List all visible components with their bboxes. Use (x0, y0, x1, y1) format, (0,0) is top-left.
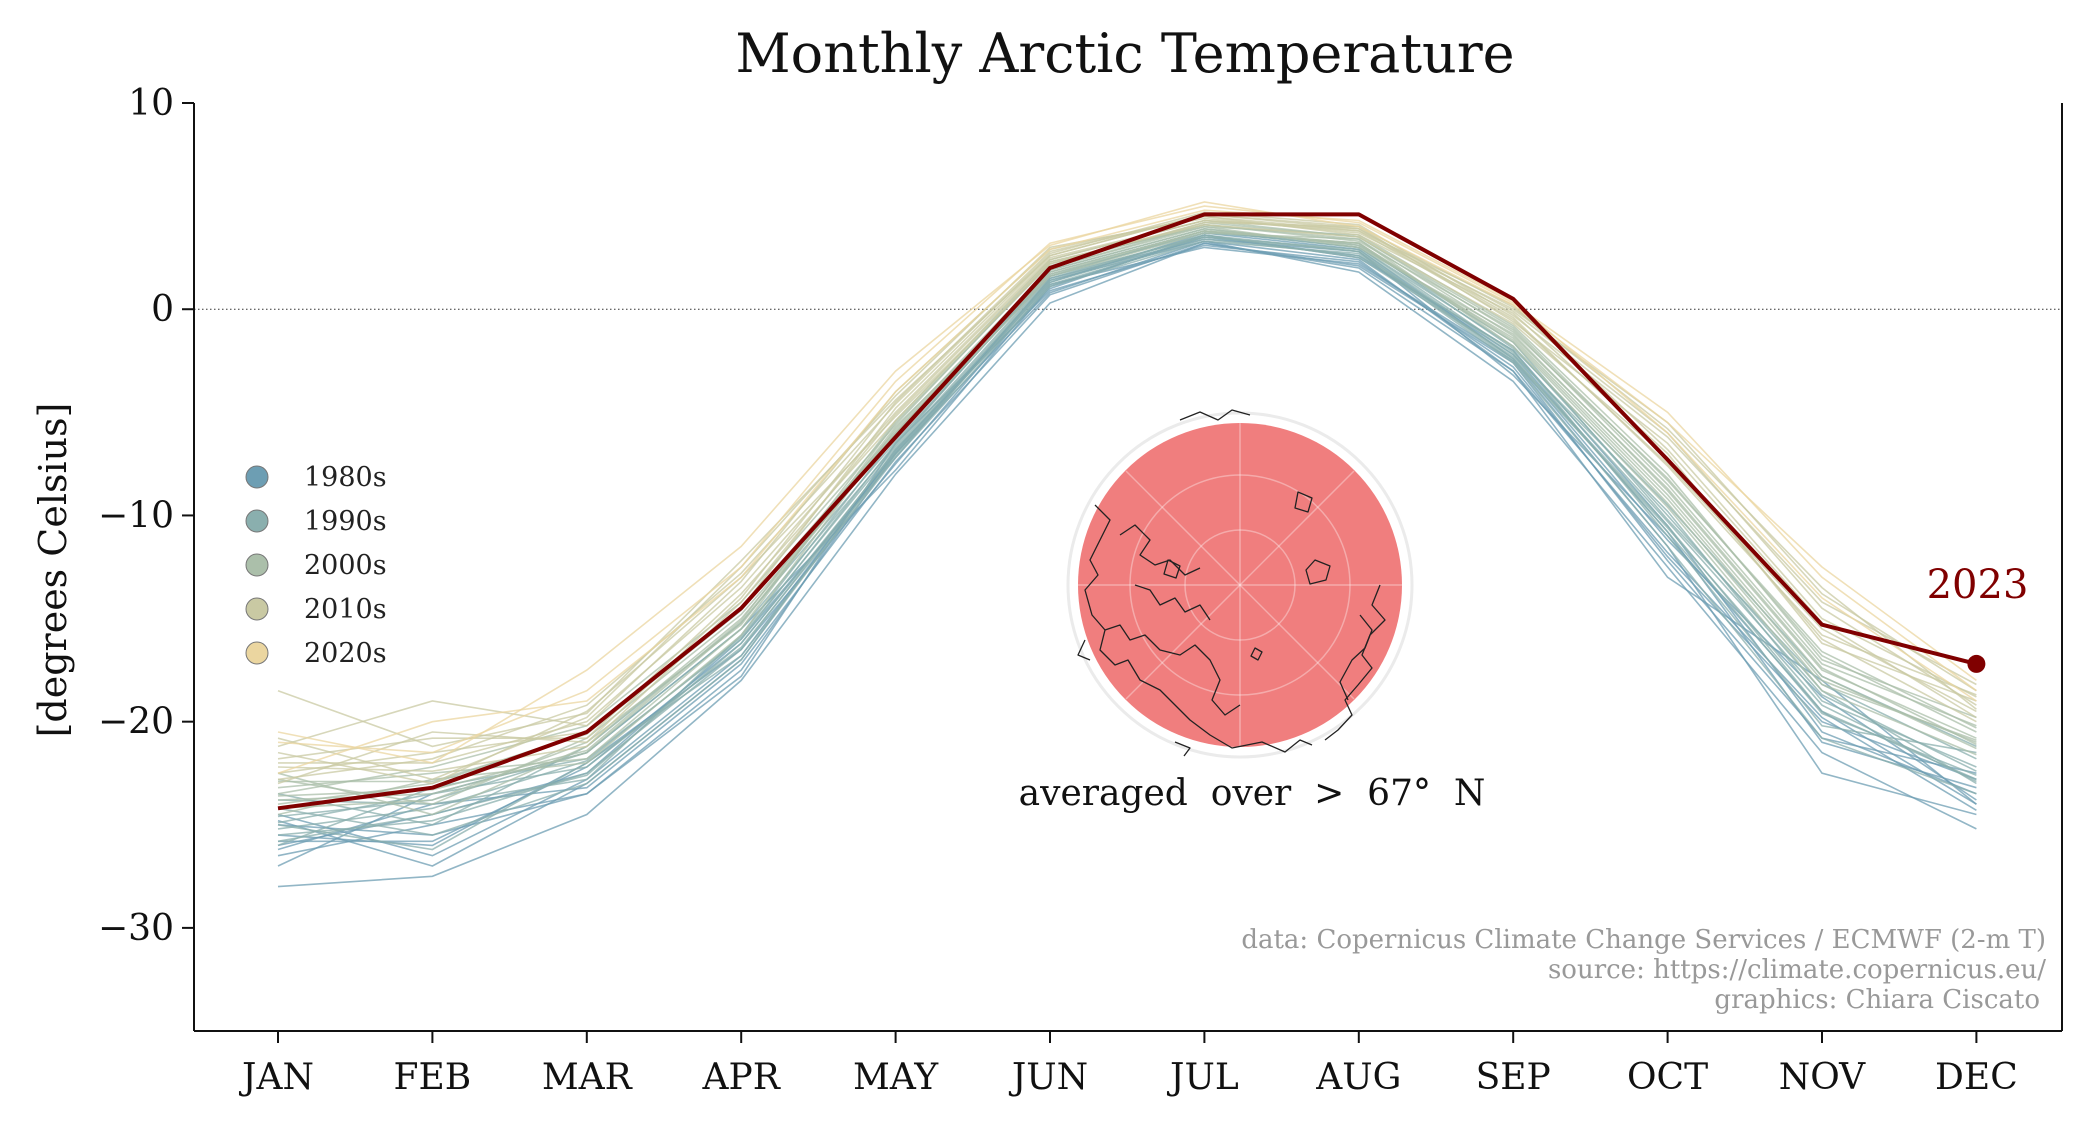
series-line-1980s-6 (277, 244, 1977, 836)
series-line-1990s-7 (277, 234, 1977, 843)
x-tick-label-jun: JUN (1008, 1057, 1088, 1098)
series-line-2000s-7 (277, 225, 1977, 795)
series-line-2010s-10 (277, 213, 1977, 748)
x-tick-label-jul: JUL (1166, 1057, 1239, 1098)
legend-label-2020s: 2020s (304, 638, 387, 669)
legend-marker-1990s (245, 509, 269, 533)
credit-graphics: graphics: Chiara Ciscato (1714, 985, 2040, 1015)
highlight-2023-layer: 2023 (277, 212, 2029, 811)
legend-marker-1980s (245, 465, 269, 489)
x-tick-label-sep: SEP (1476, 1057, 1551, 1098)
series-line-1980s-2 (277, 240, 1977, 857)
series-line-2023 (277, 212, 1977, 811)
series-line-2020s-3 (277, 201, 1977, 764)
y-tick-label: 10 (128, 83, 174, 124)
y-tick-label: −10 (98, 495, 174, 536)
end-point-2023 (1967, 654, 1986, 673)
series-label-2023: 2023 (1927, 562, 2029, 608)
x-tick-label-oct: OCT (1627, 1057, 1708, 1098)
series-line-1990s-9 (277, 236, 1977, 824)
series-line-2000s-2 (277, 225, 1977, 816)
series-line-1990s-10 (277, 230, 1977, 830)
y-tick-label: 0 (151, 289, 174, 330)
arctic-inset-map: averaged over > 67° N (1019, 409, 1486, 814)
credit-data: data: Copernicus Climate Change Services… (1241, 925, 2046, 955)
x-tick-label-mar: MAR (542, 1057, 633, 1098)
series-line-2010s-8 (277, 215, 1977, 748)
credits: data: Copernicus Climate Change Services… (1241, 925, 2046, 1015)
legend-marker-2000s (245, 553, 269, 577)
y-tick-label: −30 (98, 908, 174, 949)
inset-arctic-disc (1078, 423, 1402, 747)
series-line-2000s-1 (277, 230, 1977, 801)
legend-label-1990s: 1990s (304, 506, 387, 537)
series-line-1980s-1 (277, 242, 1977, 888)
legend-marker-2020s (245, 641, 269, 665)
legend: 1980s 1990s 2000s 2010s 2020s (245, 462, 387, 669)
x-tick-label-apr: APR (702, 1057, 781, 1098)
x-tick-label-feb: FEB (394, 1057, 472, 1098)
legend-marker-2010s (245, 597, 269, 621)
series-line-1990s-2 (277, 238, 1977, 836)
credit-source: source: https://climate.copernicus.eu/ (1548, 955, 2046, 985)
inset-graticule (1078, 423, 1402, 747)
y-axis-label: [degrees Celsius] (31, 403, 75, 738)
series-line-1990s-4 (277, 236, 1977, 806)
series-line-1980s-9 (277, 242, 1977, 851)
series-line-2020s-1 (277, 205, 1977, 754)
legend-label-2010s: 2010s (304, 594, 387, 625)
series-line-2020s-2 (277, 209, 1977, 774)
x-tick-label-jan: JAN (238, 1057, 314, 1098)
x-tick-label-dec: DEC (1935, 1057, 2018, 1098)
inset-coastlines (1077, 409, 1386, 757)
x-tick-label-may: MAY (853, 1057, 939, 1098)
inset-outer-ring (1066, 411, 1414, 759)
x-tick-label-nov: NOV (1779, 1057, 1866, 1098)
y-tick-label: −20 (98, 702, 174, 743)
legend-label-1980s: 1980s (304, 462, 387, 493)
series-line-1990s-5 (277, 240, 1977, 851)
x-tick-label-aug: AUG (1315, 1057, 1401, 1098)
axes-layer: −30 −20 −10 0 10 JAN FEB MAR APR MAY JUN JUL AUG SEP O… (98, 83, 2063, 1098)
chart-title: Monthly Arctic Temperature (735, 22, 1514, 85)
series-line-2000s-3 (277, 232, 1977, 806)
inset-caption: averaged over > 67° N (1019, 773, 1486, 814)
series-line-2000s-8 (277, 230, 1977, 810)
legend-label-2000s: 2000s (304, 550, 387, 581)
